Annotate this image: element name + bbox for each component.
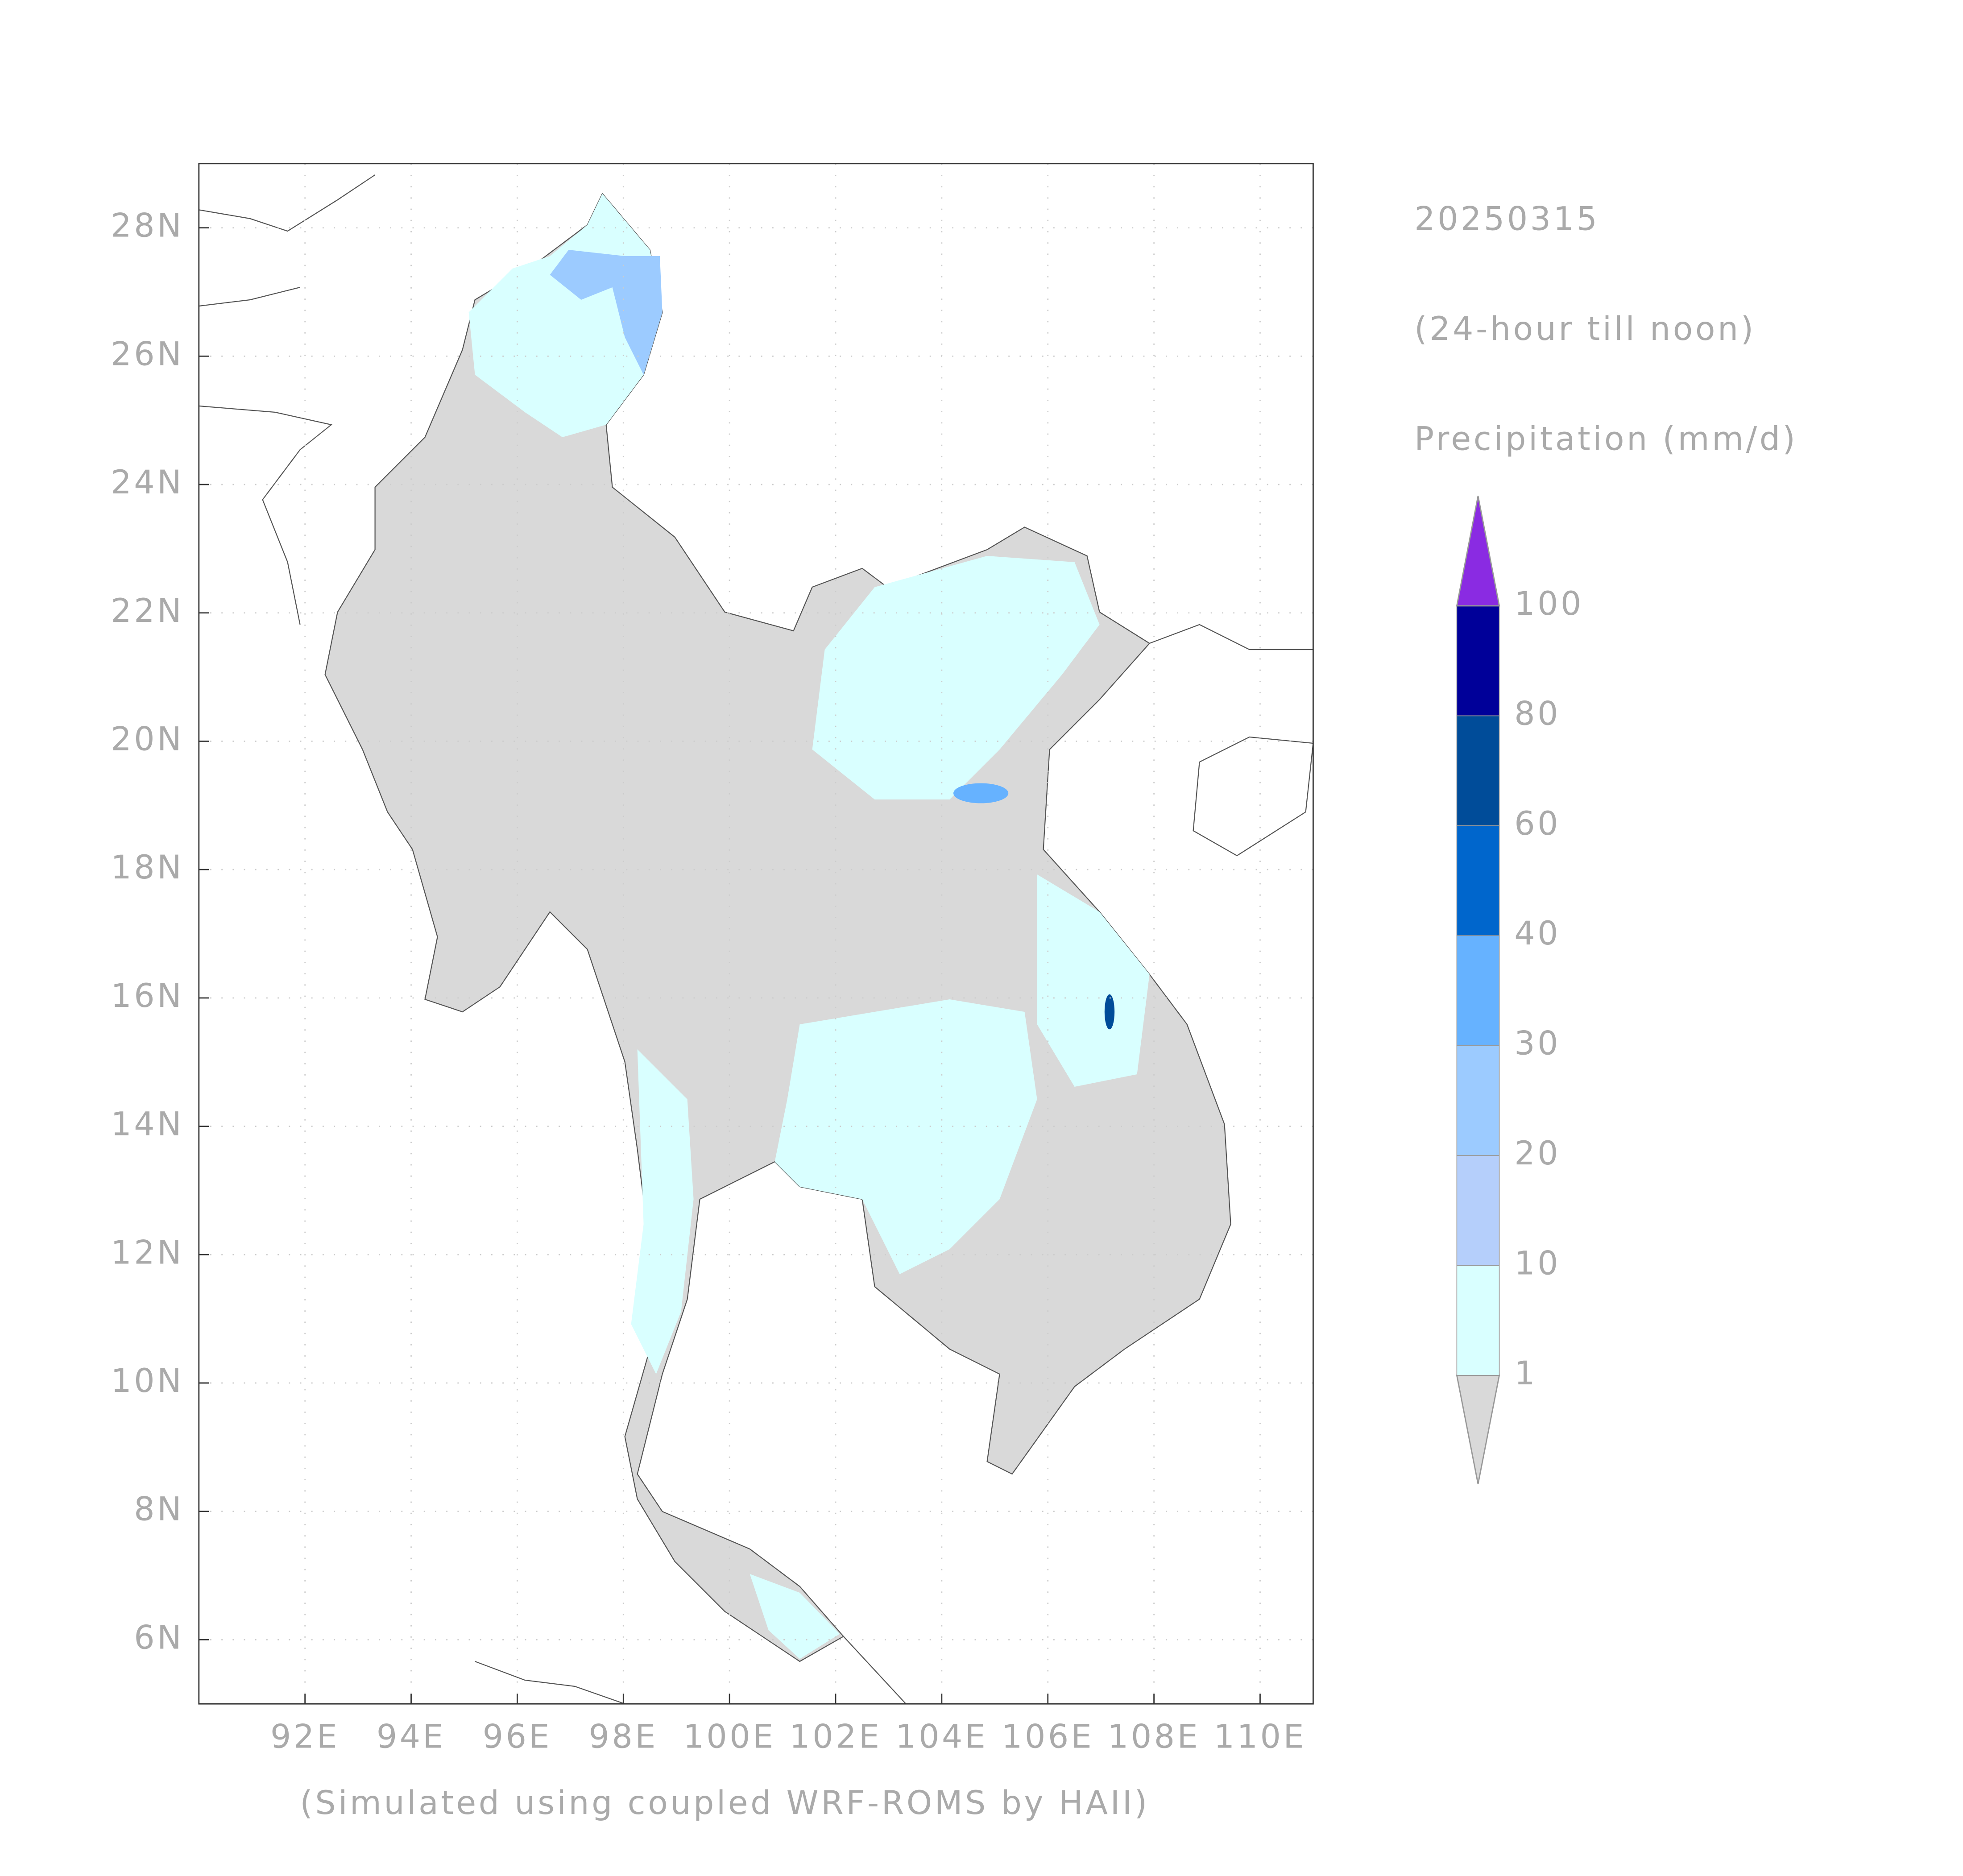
y-tick-label: 8N [134, 1491, 184, 1528]
colorbar-label: 20 [1514, 1135, 1561, 1172]
colorbar-label: 40 [1514, 915, 1561, 952]
footer-note: (Simulated using coupled WRF-ROMS by HAI… [300, 1784, 1149, 1822]
precip-vietnam [1037, 874, 1150, 1087]
colorbar-under [1456, 1375, 1500, 1484]
colorbar-over [1456, 496, 1500, 607]
precip-central [774, 999, 1037, 1274]
x-tick-label: 100E [683, 1718, 775, 1756]
colorbar-segment [1456, 1155, 1500, 1266]
y-tick-label: 10N [111, 1362, 184, 1400]
y-tick-label: 12N [111, 1234, 184, 1271]
precip-laos [812, 556, 1100, 799]
land [199, 174, 1314, 1705]
y-tick-label: 22N [111, 592, 184, 630]
y-tick-label: 6N [134, 1619, 184, 1657]
colorbar-label: 60 [1514, 805, 1561, 843]
x-tick-label: 110E [1214, 1718, 1306, 1756]
map-frame [198, 163, 1314, 1705]
precip-heavy-spot [1104, 994, 1115, 1030]
x-tick-label: 98E [589, 1718, 658, 1756]
precip-north [468, 194, 663, 437]
variable-label: Precipitation (mm/d) [1414, 420, 1797, 458]
x-tick-label: 104E [895, 1718, 988, 1756]
y-tick-label: 28N [111, 207, 184, 245]
colorbar-segment [1456, 825, 1500, 936]
period-label: (24-hour till noon) [1414, 310, 1756, 348]
colorbar-label: 100 [1514, 585, 1584, 623]
x-tick-label: 108E [1108, 1718, 1200, 1756]
precip-south [750, 1574, 840, 1659]
date-label: 20250315 [1414, 200, 1599, 238]
y-tick-label: 20N [111, 720, 184, 758]
x-tick-label: 96E [483, 1718, 552, 1756]
coastline [199, 174, 1314, 1705]
x-tick-label: 102E [789, 1718, 882, 1756]
colorbar-segment [1456, 715, 1500, 826]
x-tick-label: 92E [270, 1718, 340, 1756]
x-tick-label: 106E [1002, 1718, 1094, 1756]
y-tick-label: 16N [111, 977, 184, 1015]
colorbar-segment [1456, 1265, 1500, 1376]
colorbar-segment [1456, 1045, 1500, 1156]
colorbar-segment [1456, 605, 1500, 716]
precip-north-heavy [550, 250, 663, 375]
precip-peninsula [631, 1049, 694, 1374]
y-tick-label: 26N [111, 335, 184, 373]
x-tick-label: 94E [377, 1718, 446, 1756]
colorbar-label: 30 [1514, 1025, 1561, 1063]
colorbar-label: 1 [1514, 1354, 1537, 1392]
y-tick-label: 14N [111, 1106, 184, 1143]
colorbar-label: 80 [1514, 695, 1561, 733]
y-tick-label: 18N [111, 849, 184, 886]
y-tick-label: 24N [111, 464, 184, 501]
colorbar-label: 10 [1514, 1244, 1561, 1282]
colorbar-segment [1456, 935, 1500, 1046]
precip-heavy-spot [953, 783, 1009, 803]
